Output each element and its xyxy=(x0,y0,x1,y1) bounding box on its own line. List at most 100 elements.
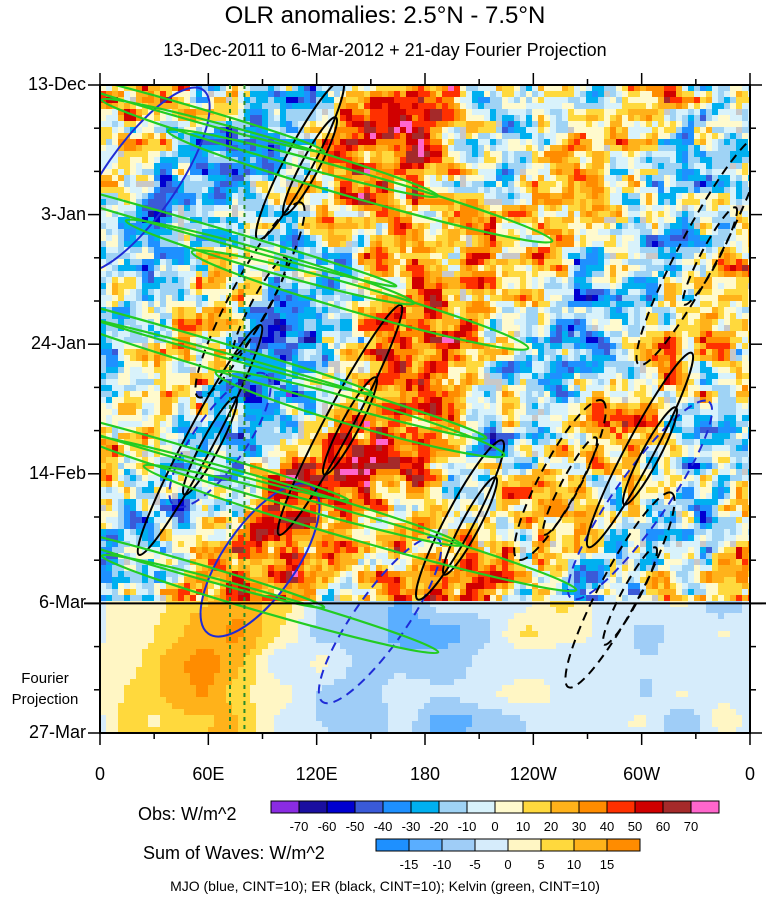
x-tick-label: 0 xyxy=(94,764,106,784)
fourier-label-line1: Fourier xyxy=(21,670,69,687)
obs-colorbar-swatch xyxy=(354,800,384,814)
olr-anomaly-field xyxy=(100,85,750,733)
obs-colorbar-swatch xyxy=(578,800,608,814)
waves-colorbar-tick-label: 10 xyxy=(567,857,581,872)
kelvin-contour xyxy=(100,281,374,395)
waves-colorbar-swatch xyxy=(606,838,641,852)
obs-colorbar-swatch xyxy=(298,800,328,814)
waves-colorbar-tick-label: -15 xyxy=(400,857,419,872)
obs-colorbar-swatch xyxy=(606,800,636,814)
er-contour xyxy=(621,406,679,506)
obs-colorbar-tick-label: 10 xyxy=(516,819,530,834)
er-contour xyxy=(564,491,676,689)
obs-colorbar-swatch xyxy=(382,800,412,814)
y-tick-label: 3-Jan xyxy=(40,203,86,224)
plot-axes xyxy=(84,73,766,745)
er-contour xyxy=(181,396,239,496)
obs-colorbar-swatch xyxy=(326,800,356,814)
fourier-projection-label: Fourier Projection xyxy=(2,668,88,710)
obs-colorbar-tick-label: -70 xyxy=(290,819,309,834)
obs-colorbar-swatch xyxy=(438,800,468,814)
obs-colorbar-tick-label: 60 xyxy=(656,819,670,834)
obs-colorbar-swatch xyxy=(634,800,664,814)
obs-colorbar-swatch xyxy=(550,800,580,814)
y-tick-label: 24-Jan xyxy=(30,333,86,354)
kelvin-contour xyxy=(100,402,350,502)
er-contour xyxy=(276,304,404,536)
obs-colorbar-swatch xyxy=(466,800,496,814)
kelvin-contour xyxy=(100,553,440,655)
kelvin-contour xyxy=(100,312,488,440)
fourier-label-line2: Projection xyxy=(11,691,79,708)
x-tick-label: 120E xyxy=(295,764,338,784)
waves-colorbar-swatch xyxy=(408,838,443,852)
obs-colorbar-tick-label: -10 xyxy=(458,819,477,834)
waves-colorbar-swatch xyxy=(540,838,575,852)
er-contour xyxy=(194,201,306,399)
kelvin-contour xyxy=(100,523,326,609)
y-tick-label: 27-Mar xyxy=(28,722,86,742)
contour-footnote: MJO (blue, CINT=10); ER (black, CINT=10)… xyxy=(170,878,600,894)
obs-colorbar-tick-label: -30 xyxy=(402,819,421,834)
obs-colorbar-tick-label: 40 xyxy=(600,819,614,834)
er-contour xyxy=(441,476,499,576)
obs-colorbar-swatch xyxy=(522,800,552,814)
waves-colorbar-tick-label: 5 xyxy=(537,857,544,872)
chart-subtitle: 13-Dec-2011 to 6-Mar-2012 + 21-day Fouri… xyxy=(163,40,607,60)
er-contour xyxy=(601,546,659,646)
obs-colorbar-swatch xyxy=(494,800,524,814)
waves-colorbar-tick-label: 0 xyxy=(504,857,511,872)
obs-colorbar-swatch xyxy=(690,800,720,814)
waves-colorbar-tick-label: -5 xyxy=(469,857,481,872)
obs-colorbar-tick-label: 30 xyxy=(572,819,586,834)
obs-colorbar: -70 -60 -50 -40 -30 -20 -10 0 10 20 30 40 50 60 70 xyxy=(270,800,720,834)
er-contour xyxy=(541,436,599,536)
wave-contours xyxy=(100,85,750,705)
waves-colorbar-tick-label: 15 xyxy=(600,857,614,872)
x-tick-label: 60E xyxy=(192,764,225,784)
obs-colorbar-tick-label: -60 xyxy=(318,819,337,834)
y-tick-label: 6-Mar xyxy=(38,592,86,613)
obs-colorbar-tick-label: -50 xyxy=(346,819,365,834)
mjo-contour xyxy=(168,371,272,509)
waves-colorbar-swatch xyxy=(474,838,509,852)
y-tick-label: 13-Dec xyxy=(27,74,86,94)
x-tick-label: 120W xyxy=(509,764,557,784)
obs-colorbar-swatch xyxy=(270,800,300,814)
x-tick-label: 60W xyxy=(623,764,661,784)
kelvin-contour xyxy=(214,369,506,459)
kelvin-contour xyxy=(190,249,530,351)
er-contour xyxy=(136,324,264,556)
waves-colorbar-label: Sum of Waves: W/m^2 xyxy=(143,843,325,863)
waves-colorbar-swatch xyxy=(573,838,608,852)
kelvin-contour xyxy=(142,463,578,593)
er-contour xyxy=(681,206,739,306)
obs-colorbar-tick-label: -40 xyxy=(374,819,393,834)
waves-colorbar-swatch xyxy=(375,838,410,852)
obs-colorbar-tick-label: 50 xyxy=(628,819,642,834)
er-contour xyxy=(414,439,506,601)
x-tick-label: 0 xyxy=(744,764,756,784)
obs-colorbar-swatch xyxy=(410,800,440,814)
waves-colorbar: -15 -10 -5 0 5 10 15 xyxy=(375,838,641,872)
kelvin-contour xyxy=(166,128,554,244)
kelvin-contour xyxy=(100,85,326,153)
obs-colorbar-label: Obs: W/m^2 xyxy=(138,804,237,824)
obs-colorbar-swatch xyxy=(662,800,692,814)
waves-colorbar-swatch xyxy=(441,838,476,852)
mjo-contour xyxy=(566,399,714,601)
obs-colorbar-tick-label: 70 xyxy=(684,819,698,834)
x-tick-label: 180 xyxy=(409,764,441,784)
obs-colorbar-tick-label: -20 xyxy=(430,819,449,834)
obs-colorbar-tick-label: 0 xyxy=(491,819,498,834)
er-contour xyxy=(281,116,339,216)
mjo-contour xyxy=(100,86,211,274)
er-contour xyxy=(513,398,607,562)
waves-colorbar-swatch xyxy=(507,838,542,852)
waves-colorbar-tick-label: -10 xyxy=(433,857,452,872)
obs-colorbar-tick-label: 20 xyxy=(544,819,558,834)
kelvin-contour xyxy=(100,160,398,288)
y-tick-label: 14-Feb xyxy=(28,462,86,483)
chart-title: OLR anomalies: 2.5°N - 7.5°N xyxy=(224,2,546,29)
